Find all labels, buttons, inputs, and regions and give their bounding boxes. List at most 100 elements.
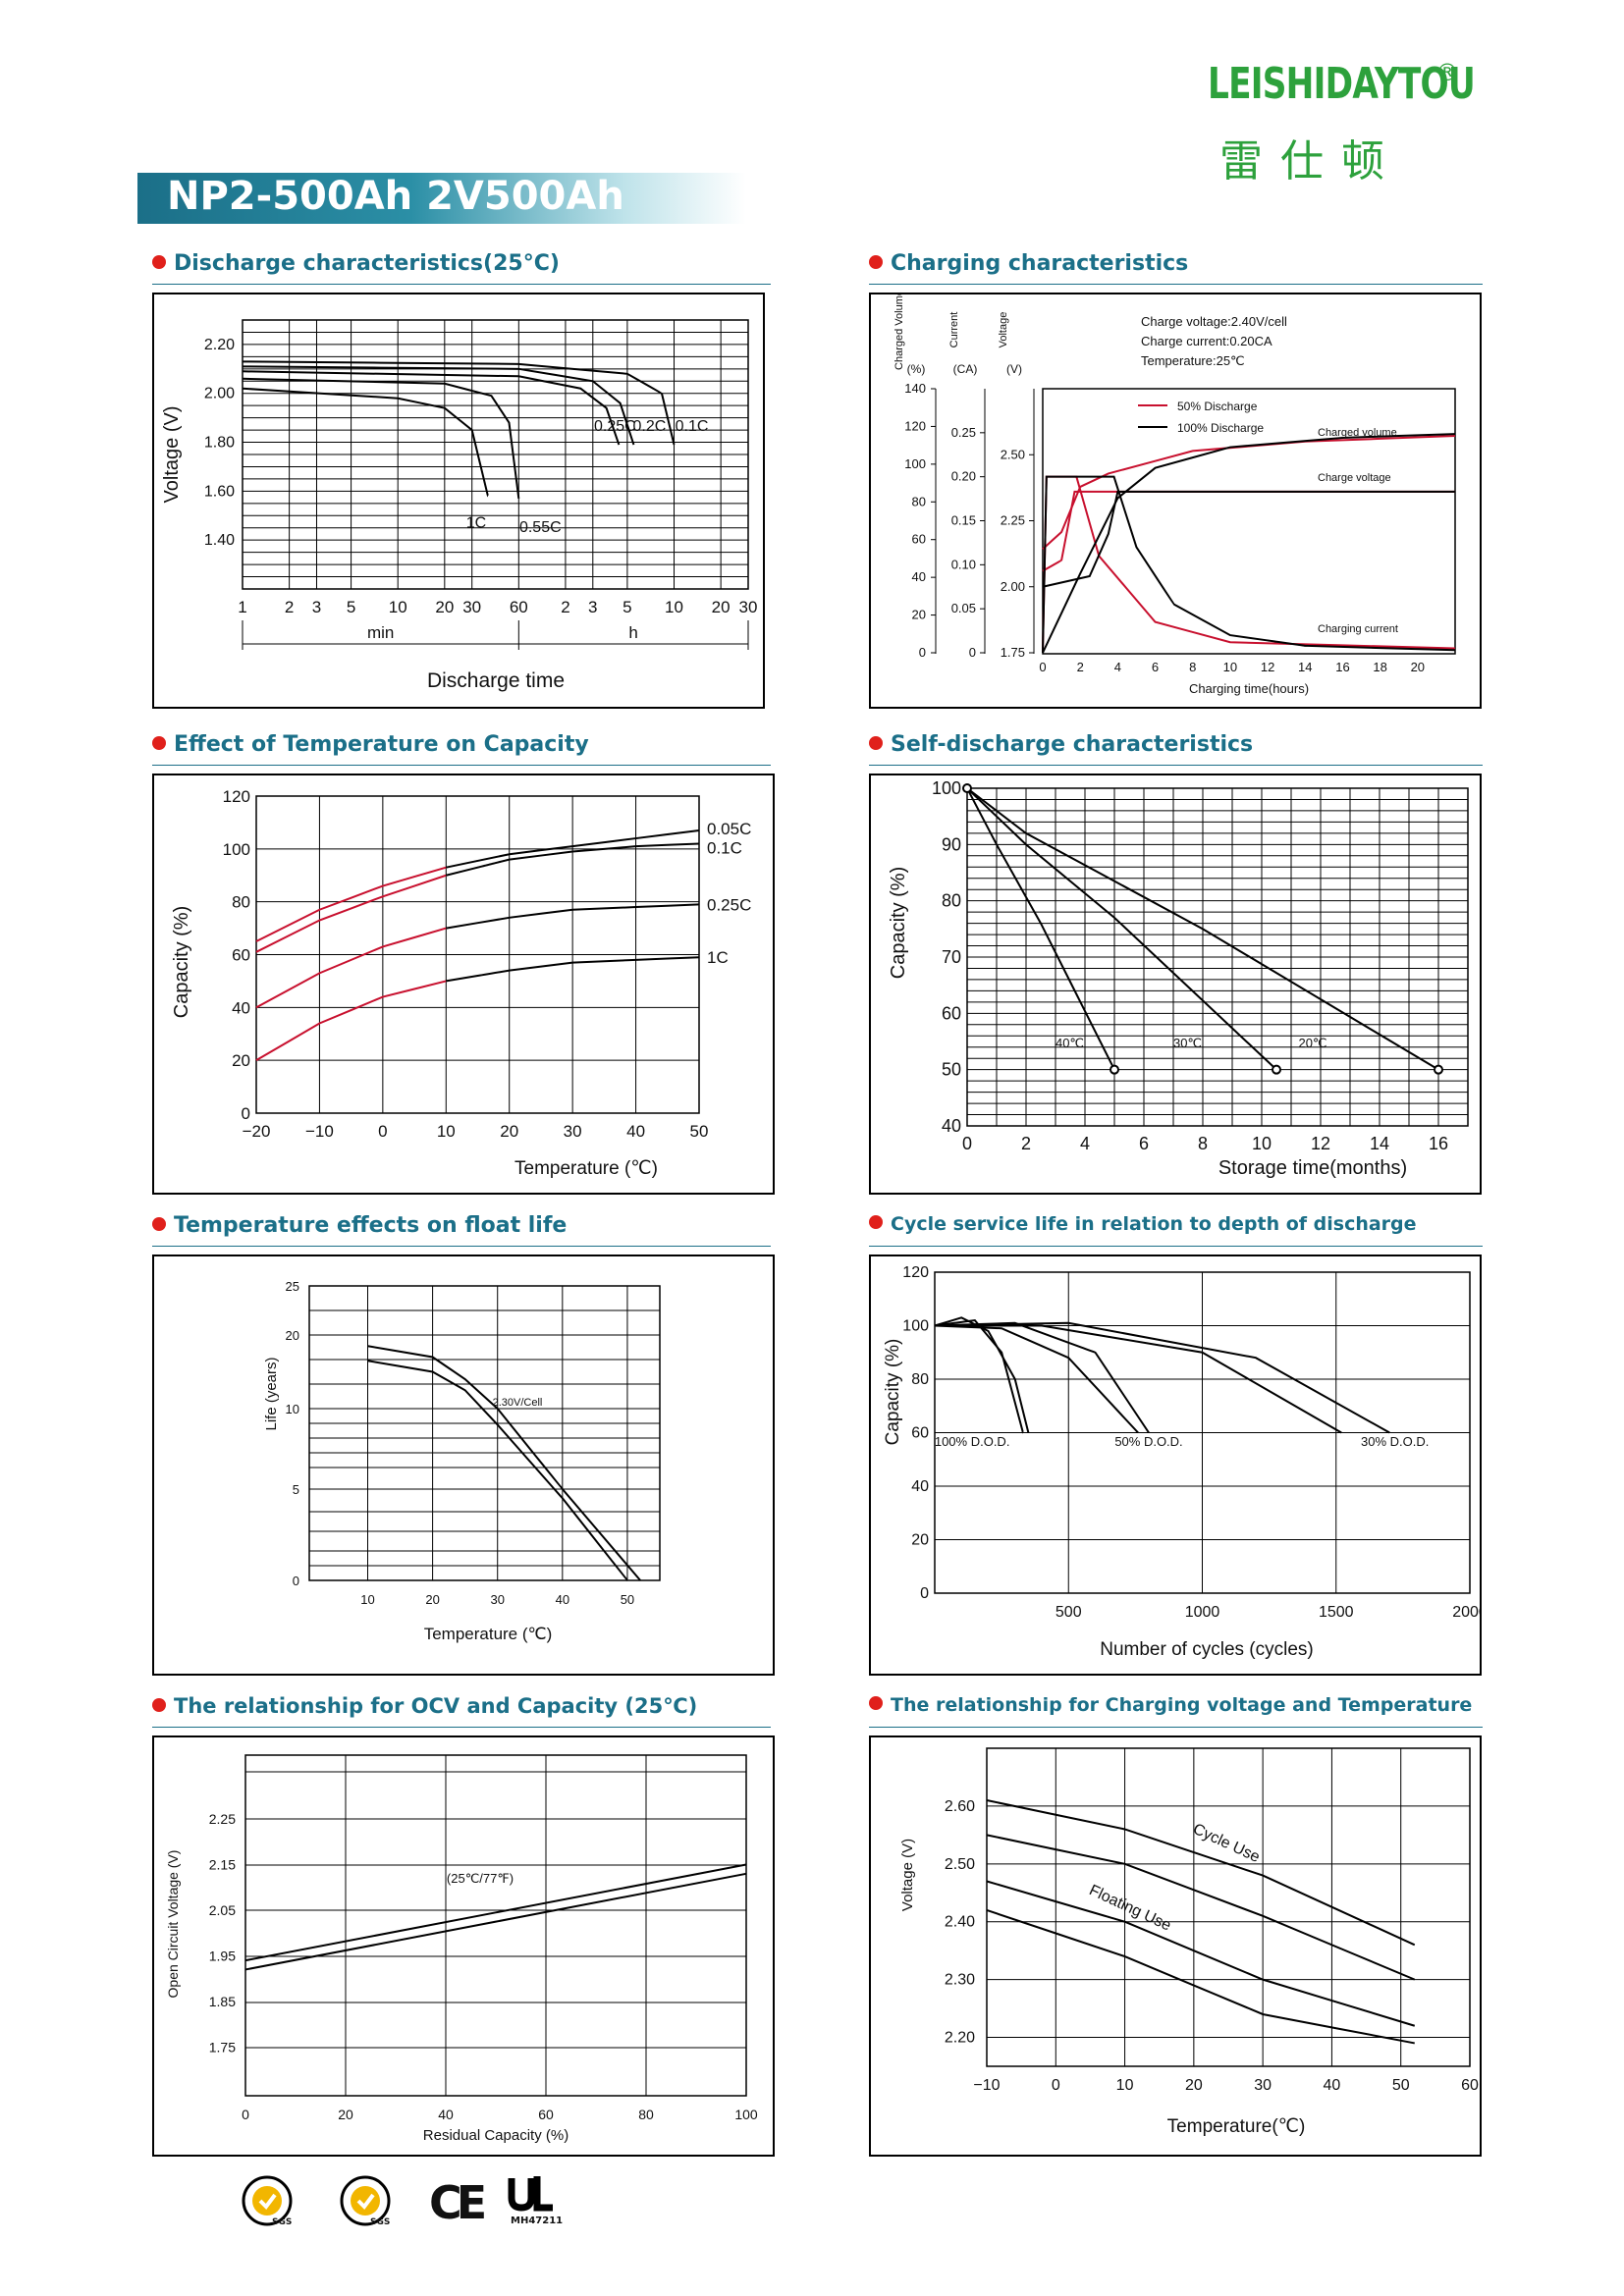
vt-band-label: Floating Use [1087, 1882, 1174, 1934]
self-curve-label: 20℃ [1298, 1036, 1326, 1050]
charging-voltage-0 [1042, 490, 1455, 572]
tempcap-xtick: −20 [243, 1122, 271, 1141]
cycle-ytick: 40 [911, 1478, 929, 1495]
tempcap-xtick: 10 [437, 1122, 456, 1141]
voltage-temp-chart: 2.60 2.50 2.40 2.30 2.20 −10 0 10 20 30 40 50 60 Volt… [899, 1747, 1479, 2137]
self-xtick: 10 [1252, 1134, 1272, 1153]
float-xtick: 20 [425, 1592, 439, 1607]
tempcap-xtick: 30 [564, 1122, 582, 1141]
bullet-icon [869, 736, 883, 750]
charging-voltage-1 [1042, 490, 1455, 588]
float-xtick: 40 [556, 1592, 569, 1607]
self-ytick: 90 [942, 834, 961, 854]
panel-float-life: 25 20 10 5 0 10 20 30 40 50 Life (years) Temperatur… [152, 1255, 775, 1676]
discharge-xtick: 20 [435, 598, 454, 616]
ocv-annotation: (25℃/77℉) [447, 1871, 514, 1886]
discharge-curve-label: 0.55C [519, 519, 562, 536]
model-title: NP2-500Ah 2V500Ah [167, 174, 624, 219]
charging-y2-label: 0 [969, 645, 976, 660]
section-title-ocv: The relationship for OCV and Capacity (2… [152, 1694, 771, 1728]
cycle-ytick: 80 [911, 1371, 929, 1388]
discharge-xtick: 3 [312, 598, 321, 616]
charging-xtick: 0 [1039, 660, 1046, 674]
charging-note: Temperature:25℃ [1141, 353, 1245, 368]
self-ytick: 60 [942, 1003, 961, 1023]
ocv-xtick: 20 [338, 2107, 353, 2122]
ocv-series-lower [244, 1872, 747, 1971]
ocv-ytick: 2.05 [209, 1902, 236, 1918]
charging-y1-label: 0 [919, 645, 926, 660]
cycle-ytick: 60 [911, 1425, 929, 1442]
discharge-series-1C [242, 387, 489, 497]
discharge-xtick: 5 [623, 598, 631, 616]
vt-ylabel: Voltage (V) [899, 1839, 916, 1911]
cycle-series [934, 1324, 1139, 1434]
charging-axis-title: Charged Volume [893, 294, 905, 370]
tempcap-xtick: 20 [500, 1122, 518, 1141]
vt-xtick: 50 [1392, 2077, 1410, 2094]
float-xlabel: Temperature (℃) [424, 1625, 553, 1643]
vt-xtick: 30 [1254, 2077, 1272, 2094]
self-discharge-chart: 100 90 80 70 60 50 400 2 4 6 8 10 12 14 16 Capacity (%)… [888, 778, 1469, 1179]
discharge-series-0.2C [242, 365, 635, 446]
charging-xlabel: Charging time(hours) [1189, 681, 1309, 696]
bullet-icon [152, 1698, 166, 1712]
bullet-icon [869, 255, 883, 269]
discharge-xtick: 30 [739, 598, 758, 616]
tempcap-curve-label: 0.25C [707, 895, 751, 914]
vt-series [986, 1880, 1416, 2027]
charging-y3-label: 1.75 [1001, 645, 1025, 660]
vt-xtick: 40 [1324, 2077, 1341, 2094]
cycle-dod-label: 30% D.O.D. [1361, 1434, 1429, 1449]
self-xtick: 14 [1370, 1134, 1389, 1153]
ocv-ytick: 1.75 [209, 2040, 236, 2056]
float-ytick: 10 [286, 1402, 299, 1416]
ce-mark: CE [429, 2176, 487, 2229]
panel-discharge: 2.20 2.00 1.80 1.60 1.40 1 2 3 5 10 20 30 60 2 3 5 10 20 3… [152, 293, 765, 709]
vt-series [986, 1799, 1416, 1947]
charging-xtick: 2 [1077, 660, 1084, 674]
discharge-series-0.1C [242, 360, 676, 446]
charging-y1-label: 40 [912, 569, 926, 584]
tempcap-series-red-1C [255, 980, 447, 1062]
ocv-xtick: 40 [438, 2107, 454, 2122]
ocv-xtick: 100 [734, 2107, 758, 2122]
tempcap-series-red-0.1C [255, 874, 447, 953]
tempcap-xtick: 0 [378, 1122, 387, 1141]
vt-xlabel: Temperature(℃) [1167, 2116, 1306, 2137]
cycle-dod-label: 100% D.O.D. [935, 1434, 1010, 1449]
cycle-xtick: 500 [1056, 1604, 1082, 1621]
discharge-xtick: 5 [347, 598, 355, 616]
vt-xtick: 0 [1052, 2077, 1060, 2094]
cycle-series [934, 1318, 1024, 1433]
charging-curve-label: Charged volume [1318, 427, 1397, 439]
bullet-icon [869, 1696, 883, 1710]
charging-curve-label: Charge voltage [1318, 472, 1391, 484]
tempcap-series-0.25C [446, 903, 700, 930]
ocv-ytick: 2.15 [209, 1857, 236, 1873]
section-title-temp-capacity: Effect of Temperature on Capacity [152, 732, 771, 766]
tempcap-ytick: 120 [223, 787, 250, 806]
cycle-ytick: 100 [902, 1318, 929, 1335]
self-xtick: 12 [1311, 1134, 1330, 1153]
ocv-series-upper [244, 1863, 747, 1962]
self-endpoint [1434, 1064, 1443, 1075]
sgs-cert-icon [242, 2175, 293, 2226]
self-ytick: 70 [942, 947, 961, 967]
discharge-curve-label: 0.1C [676, 418, 709, 435]
brand-latin: LEISHIDAYTOU [1208, 59, 1476, 109]
tempcap-ylabel: Capacity (%) [171, 906, 192, 1018]
float-series-lower [367, 1360, 628, 1581]
ocv-ytick: 1.95 [209, 1949, 236, 1964]
tempcap-series-1C [446, 956, 700, 983]
cycle-ytick: 120 [902, 1264, 929, 1281]
ocv-xlabel: Residual Capacity (%) [423, 2127, 568, 2144]
charging-y3-label: 2.00 [1001, 579, 1025, 594]
tempcap-xtick: −10 [305, 1122, 334, 1141]
float-ylabel: Life (years) [263, 1357, 280, 1430]
section-title-float-life: Temperature effects on float life [152, 1213, 771, 1247]
float-series-upper [367, 1345, 641, 1581]
